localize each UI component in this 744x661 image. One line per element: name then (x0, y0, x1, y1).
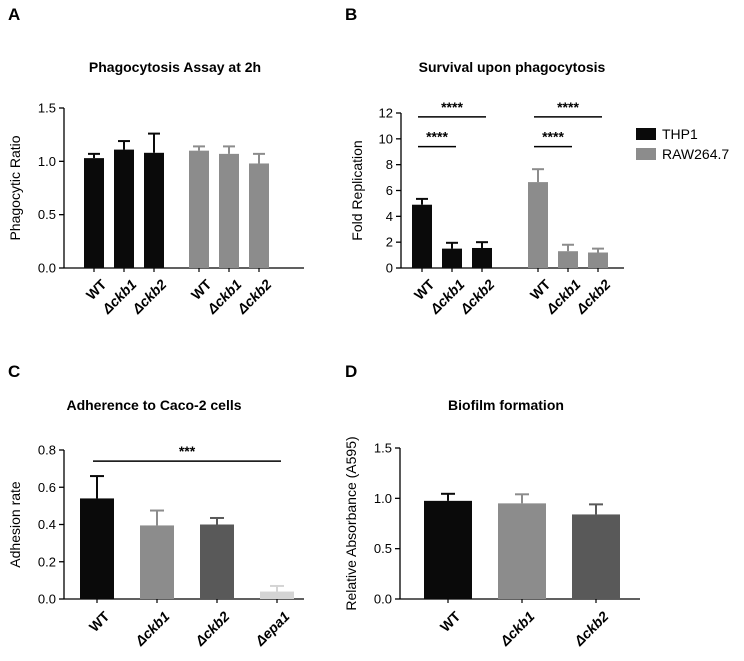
y-tick-label: 6 (386, 183, 393, 198)
bar (558, 251, 578, 268)
x-category-label: Δckb2 (572, 276, 613, 317)
y-tick-label: 10 (379, 131, 393, 146)
panel-d: D Biofilm formation 0.0 0.5 1.0 1.5 Relative A… (343, 362, 640, 649)
x-category-label: Δckb1 (131, 608, 172, 649)
y-tick-label: 0 (386, 261, 393, 276)
y-tick-label: 4 (386, 209, 393, 224)
x-category-label: Δckb2 (233, 276, 274, 317)
chart-title: Biofilm formation (448, 397, 564, 413)
y-axis-label: Adhesion rate (7, 481, 23, 568)
significance-label: *** (179, 443, 196, 459)
bar (140, 525, 174, 599)
x-category-label: WT (437, 608, 464, 635)
y-tick-label: 12 (379, 106, 393, 121)
bar (189, 150, 209, 268)
bar (219, 153, 239, 268)
y-tick-label: 0.0 (38, 261, 56, 276)
y-tick-label: 0.0 (374, 592, 392, 607)
significance-label: **** (542, 129, 564, 145)
y-tick-label: 0.0 (38, 592, 56, 607)
chart-title: Phagocytosis Assay at 2h (89, 59, 261, 75)
significance-label: **** (426, 129, 448, 145)
bar (472, 247, 492, 268)
bar (412, 204, 432, 268)
y-tick-label: 0.5 (374, 541, 392, 556)
bar (200, 524, 234, 599)
y-tick-label: 8 (386, 157, 393, 172)
y-tick-label: 1.0 (38, 154, 56, 169)
x-category-label: Δckb2 (456, 276, 497, 317)
y-axis-label: Phagocytic Ratio (7, 135, 23, 240)
y-tick-label: 0.4 (38, 517, 56, 532)
bar (249, 163, 269, 268)
chart-title: Adherence to Caco-2 cells (66, 397, 241, 413)
panel-letter: A (8, 5, 20, 24)
bar (572, 514, 620, 599)
x-category-label: Δckb2 (191, 608, 232, 649)
bar (442, 248, 462, 268)
x-category-label: Δckb2 (570, 608, 611, 649)
bar (528, 182, 548, 268)
bar (80, 498, 114, 599)
legend-label: RAW264.7 (662, 146, 729, 162)
panel-a: A Phagocytosis Assay at 2h 0.0 0.5 1.0 1.5 Pha… (7, 5, 304, 317)
y-axis-label: Relative Absorbance (A595) (343, 436, 359, 610)
significance-label: **** (441, 99, 463, 115)
y-tick-label: 0.5 (38, 207, 56, 222)
y-tick-label: 1.0 (374, 491, 392, 506)
y-tick-label: 0.6 (38, 480, 56, 495)
bar (498, 503, 546, 599)
y-tick-label: 1.5 (374, 441, 392, 456)
bar (144, 152, 164, 268)
legend-swatch (636, 128, 656, 140)
bar (84, 158, 104, 268)
legend-label: THP1 (662, 126, 698, 142)
y-tick-label: 0.2 (38, 554, 56, 569)
x-category-label: Δckb2 (128, 276, 169, 317)
bar (260, 591, 294, 599)
y-tick-label: 0.8 (38, 443, 56, 458)
y-tick-label: 1.5 (38, 101, 56, 116)
significance-label: **** (557, 99, 579, 115)
bar (424, 500, 472, 599)
panel-c: C Adherence to Caco-2 cells 0.0 0.2 0.4 0.6 0.… (7, 362, 304, 649)
x-category-label: Δepa1 (251, 608, 292, 649)
chart-title: Survival upon phagocytosis (419, 59, 606, 75)
x-category-label: Δckb1 (496, 608, 537, 649)
panel-b: B Survival upon phagocytosis 0 2 4 6 8 10 12 Fold… (345, 5, 729, 317)
y-axis-label: Fold Replication (349, 140, 365, 240)
panel-letter: D (345, 362, 357, 381)
x-category-label: WT (86, 608, 113, 635)
panel-letter: C (8, 362, 20, 381)
legend-swatch (636, 148, 656, 160)
panel-letter: B (345, 5, 357, 24)
bar (588, 252, 608, 268)
bar (114, 149, 134, 268)
y-tick-label: 2 (386, 235, 393, 250)
